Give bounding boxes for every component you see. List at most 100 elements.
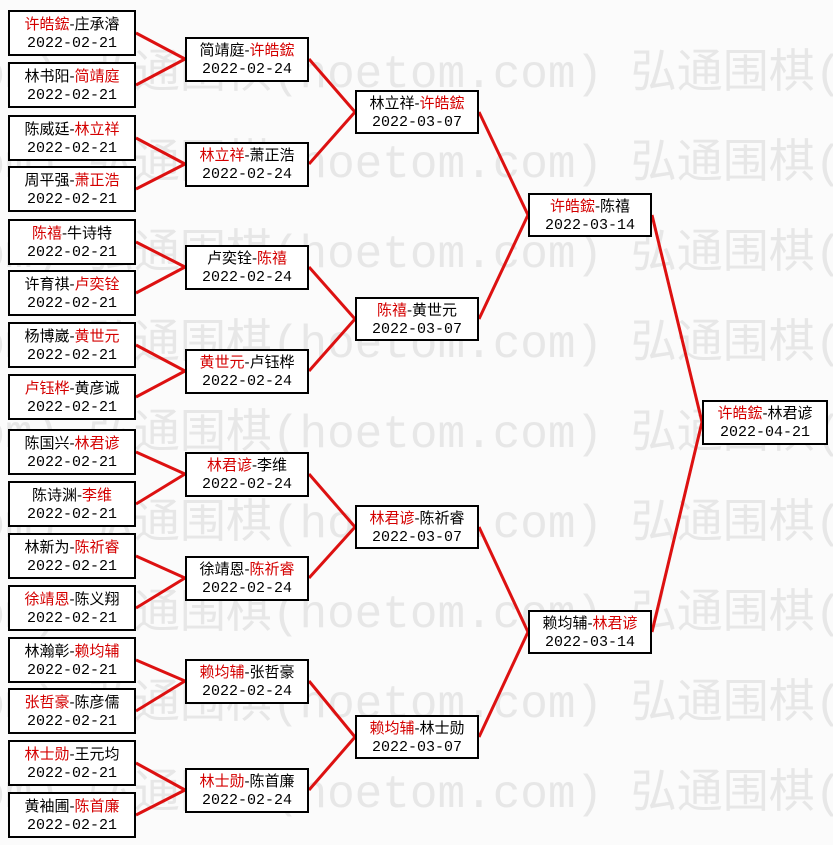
match-date: 2022-02-24 [201,165,292,183]
player-name-winner: 陈禧 [257,248,288,267]
match-separator: - [587,613,593,632]
bracket-connector-line [135,576,186,610]
bracket-connector-line [135,450,186,476]
match-box[interactable]: 陈国兴-林君谚 2022-02-21 [8,429,136,475]
match-separator: - [244,559,250,578]
bracket-connector-line [307,266,357,320]
player-name-winner: 林君谚 [206,455,252,474]
player-name-winner: 赖均辅 [74,641,120,660]
player-name: 庄承濬 [74,14,120,33]
match-box[interactable]: 陈禧-黄世元 2022-03-07 [355,297,479,341]
match-separator: - [69,274,75,293]
player-name: 杨博崴 [24,326,70,345]
player-name: 林瀚彰 [24,641,70,660]
match-box[interactable]: 周平强-萧正浩 2022-02-21 [8,166,136,212]
match-separator: - [251,248,258,267]
match-separator: - [762,403,768,422]
match-box[interactable]: 简靖庭-许皓鋐 2022-02-24 [185,36,309,82]
match-players: 杨博崴-黄世元 [24,326,119,346]
match-box[interactable]: 林士勋-陈首廉 2022-02-24 [185,767,309,813]
match-players: 林瀚彰-赖均辅 [24,641,119,661]
player-name-winner: 张哲豪 [24,692,70,711]
bracket-connector-line [307,680,357,738]
bracket-connector-line [307,318,357,372]
match-box[interactable]: 林瀚彰-赖均辅 2022-02-21 [8,637,136,683]
match-box[interactable]: 黄世元-卢钰桦 2022-02-24 [185,348,309,394]
player-name: 张哲豪 [249,662,295,681]
match-separator: - [76,485,83,504]
bracket-connector-line [307,58,357,113]
match-box[interactable]: 张哲豪-陈彦儒 2022-02-21 [8,688,136,734]
match-date: 2022-02-21 [26,505,117,523]
match-box[interactable]: 林君谚-李维 2022-02-24 [185,451,309,497]
match-players: 陈禧-黄世元 [377,300,457,320]
match-players: 许皓鋐-庄承濬 [24,14,119,34]
match-box[interactable]: 林新为-陈祈睿 2022-02-21 [8,533,136,579]
match-box[interactable]: 卢奕铨-陈禧 2022-02-24 [185,244,309,290]
player-name-winner: 徐靖恩 [24,589,70,608]
match-box[interactable]: 林君谚-陈祈睿 2022-03-07 [355,505,479,549]
match-box[interactable]: 林立祥-许皓鋐 2022-03-07 [355,90,479,134]
match-box[interactable]: 陈诗渊-李维 2022-02-21 [8,481,136,527]
match-box[interactable]: 杨博崴-黄世元 2022-02-21 [8,322,136,368]
match-date: 2022-02-21 [26,453,117,471]
match-box[interactable]: 赖均辅-林士勋 2022-03-07 [355,715,479,759]
player-name-winner: 卢钰桦 [24,378,70,397]
match-box[interactable]: 林书阳-简靖庭 2022-02-21 [8,62,136,108]
player-name-winner: 卢奕铨 [74,274,120,293]
player-name-winner: 陈祈睿 [249,559,295,578]
match-box[interactable]: 徐靖恩-陈祈睿 2022-02-24 [185,555,309,601]
player-name: 林立祥 [369,93,415,112]
player-name: 陈国兴 [24,433,70,452]
bracket-connector-line [477,214,530,320]
player-name-winner: 陈首廉 [74,796,120,815]
match-date: 2022-03-07 [371,320,462,338]
match-box[interactable]: 许皓鋐-庄承濬 2022-02-21 [8,10,136,56]
player-name: 卢奕铨 [206,248,252,267]
match-date: 2022-03-14 [544,216,635,234]
match-date: 2022-03-14 [544,633,635,651]
match-separator: - [69,378,75,397]
match-separator: - [414,718,420,737]
match-separator: - [244,40,250,59]
match-date: 2022-02-21 [26,294,117,312]
player-name-winner: 林君谚 [369,508,415,527]
bracket-connector-line [135,554,186,580]
bracket-connector-line [477,111,530,216]
match-box[interactable]: 许皓鋐-陈禧 2022-03-14 [528,193,652,237]
match-separator: - [69,433,75,452]
match-date: 2022-02-21 [26,190,117,208]
match-separator: - [69,641,75,660]
match-players: 赖均辅-张哲豪 [199,662,294,682]
match-box[interactable]: 赖均辅-林君谚 2022-03-14 [528,610,652,654]
match-box[interactable]: 黄袖圃-陈首廉 2022-02-21 [8,792,136,838]
match-box[interactable]: 许皓鋐-林君谚 2022-04-21 [702,399,828,445]
player-name-winner: 林君谚 [74,433,120,452]
match-box[interactable]: 陈禧-牛诗特 2022-02-21 [8,219,136,265]
player-name-winner: 赖均辅 [369,718,415,737]
match-separator: - [414,93,420,112]
player-name: 李维 [257,455,288,474]
player-name: 卢钰桦 [249,352,295,371]
match-separator: - [244,662,250,681]
bracket-connector-line [135,31,186,61]
match-date: 2022-02-21 [26,557,117,575]
player-name-winner: 林士勋 [24,744,70,763]
match-players: 陈威廷-林立祥 [24,119,119,139]
match-players: 徐靖恩-陈义翔 [24,589,119,609]
bracket-connector-line [307,525,357,580]
match-date: 2022-02-21 [26,86,117,104]
match-box[interactable]: 林立祥-萧正浩 2022-02-24 [185,141,309,187]
match-players: 卢奕铨-陈禧 [207,248,287,268]
match-box[interactable]: 徐靖恩-陈义翔 2022-02-21 [8,585,136,631]
match-players: 陈诗渊-李维 [32,485,112,505]
player-name-winner: 许皓鋐 [249,40,295,59]
match-box[interactable]: 卢钰桦-黄彦诚 2022-02-21 [8,374,136,420]
match-box[interactable]: 陈威廷-林立祥 2022-02-21 [8,115,136,161]
player-name-winner: 许皓鋐 [419,93,465,112]
match-box[interactable]: 赖均辅-张哲豪 2022-02-24 [185,658,309,704]
match-box[interactable]: 许育祺-卢奕铨 2022-02-21 [8,270,136,316]
bracket-connector-line [135,265,186,295]
match-box[interactable]: 林士勋-王元均 2022-02-21 [8,740,136,786]
